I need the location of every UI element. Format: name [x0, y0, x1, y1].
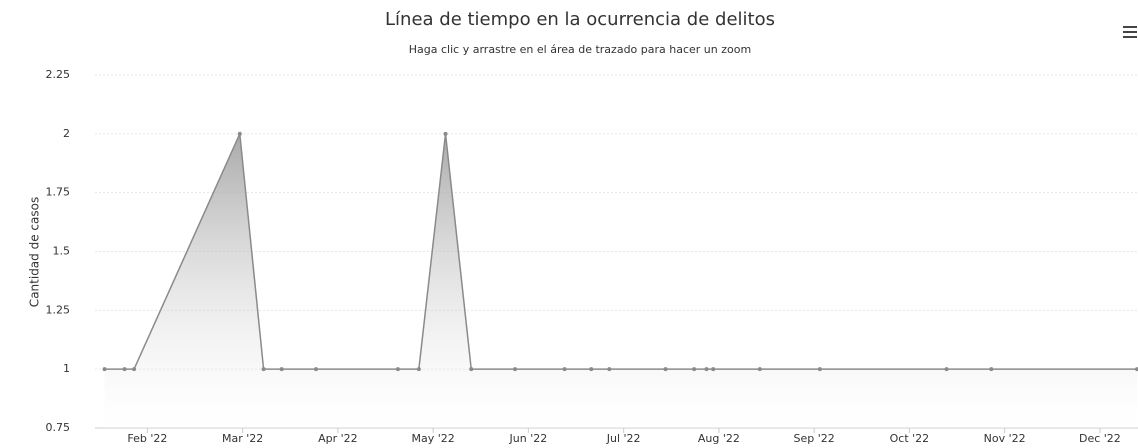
point-marker [1135, 367, 1138, 372]
point-marker [122, 367, 127, 372]
point-marker [313, 367, 318, 372]
chart-subtitle: Haga clic y arrastre en el área de traza… [409, 43, 751, 56]
point-marker [132, 367, 137, 372]
menu-button[interactable] [1123, 26, 1137, 38]
y-tick-label: 1.5 [53, 245, 71, 258]
point-marker [704, 367, 709, 372]
y-tick-label: 2 [63, 127, 70, 140]
point-marker [395, 367, 400, 372]
area-line [104, 130, 1138, 370]
x-tick-label: Feb '22 [127, 432, 167, 445]
point-marker [663, 367, 668, 372]
x-tick-label: Dec '22 [1079, 432, 1121, 445]
point-marker [562, 367, 567, 372]
x-tick-label: Sep '22 [794, 432, 835, 445]
point-marker [989, 367, 994, 372]
y-tick-label: 1.75 [46, 186, 71, 199]
point-marker [443, 131, 448, 136]
x-tick-label: Jun '22 [509, 432, 548, 445]
x-tick-label: Jul '22 [606, 432, 641, 445]
x-tick-label: Aug '22 [698, 432, 740, 445]
point-marker [237, 131, 242, 136]
y-tick-label: 1.25 [46, 303, 71, 316]
point-marker [261, 367, 266, 372]
point-marker [279, 367, 284, 372]
x-tick-label: Mar '22 [222, 432, 263, 445]
chart-title: Línea de tiempo en la ocurrencia de deli… [385, 9, 775, 30]
point-marker [469, 367, 474, 372]
point-marker [817, 367, 822, 372]
point-marker [589, 367, 594, 372]
point-marker [513, 367, 518, 372]
y-tick-label: 1 [63, 362, 70, 375]
y-tick-label: 2.25 [46, 68, 71, 81]
y-tick-label: 0.75 [46, 421, 71, 434]
point-marker [607, 367, 612, 372]
point-marker [692, 367, 697, 372]
area-fill [104, 133, 1138, 429]
point-marker [416, 367, 421, 372]
x-tick-label: Nov '22 [984, 432, 1026, 445]
x-tick-label: May '22 [412, 432, 455, 445]
point-marker [757, 367, 762, 372]
point-marker [102, 367, 107, 372]
y-axis-title: Cantidad de casos [28, 197, 42, 307]
point-marker [711, 367, 716, 372]
x-tick-label: Apr '22 [318, 432, 358, 445]
point-marker [944, 367, 949, 372]
x-tick-label: Oct '22 [890, 432, 930, 445]
